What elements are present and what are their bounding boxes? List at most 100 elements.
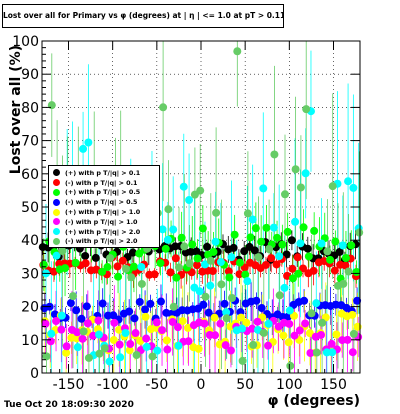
data-point	[208, 266, 217, 275]
data-point	[196, 186, 205, 195]
data-point	[225, 273, 234, 282]
data-point	[116, 353, 125, 362]
data-point	[302, 105, 311, 114]
y-tick-label: 60	[21, 167, 39, 183]
data-point	[146, 299, 155, 308]
legend-item: (-) with p T/|q| > 0.1	[51, 178, 159, 188]
data-point	[180, 242, 189, 251]
data-point	[95, 349, 104, 358]
data-point	[348, 348, 357, 357]
data-point	[178, 317, 187, 326]
data-point	[294, 269, 303, 278]
data-point	[211, 331, 220, 340]
data-point	[229, 243, 238, 252]
data-point	[177, 233, 186, 242]
data-point	[285, 319, 294, 328]
data-point	[94, 316, 103, 325]
data-point	[210, 313, 219, 322]
data-point	[355, 228, 364, 237]
data-point	[293, 253, 302, 262]
data-point	[61, 264, 70, 273]
data-point	[290, 331, 299, 340]
data-point	[221, 341, 230, 350]
data-point	[141, 312, 150, 321]
data-point	[152, 318, 161, 327]
data-point	[169, 225, 178, 234]
data-point	[291, 165, 300, 174]
data-point	[296, 183, 305, 192]
axes: 0 10 20 30 40 50 60 70 80 90 100 -150 -100 -50 0 50 100 1…	[8, 34, 360, 409]
data-point	[241, 270, 250, 279]
data-point	[193, 261, 202, 270]
data-point	[318, 318, 327, 327]
data-point	[275, 252, 284, 261]
y-tick-label: 70	[21, 134, 39, 150]
data-point	[137, 279, 146, 288]
data-point	[332, 330, 341, 339]
x-axis-label: φ (degrees)	[268, 393, 360, 409]
data-point	[238, 324, 247, 333]
data-point	[209, 247, 218, 256]
legend-marker	[53, 218, 60, 226]
data-point	[66, 299, 75, 308]
legend-marker	[53, 198, 60, 206]
data-point	[84, 138, 93, 147]
data-point	[330, 266, 339, 275]
legend-marker	[53, 208, 60, 216]
data-point	[113, 262, 122, 271]
data-point	[125, 307, 134, 316]
data-point	[94, 330, 103, 339]
data-point	[283, 227, 292, 236]
data-point	[303, 244, 312, 253]
data-point	[288, 264, 297, 273]
data-point	[198, 224, 207, 233]
data-point	[251, 224, 260, 233]
data-point	[344, 267, 353, 276]
data-point	[98, 267, 107, 276]
data-point	[304, 252, 313, 261]
data-point	[71, 258, 80, 267]
data-point	[216, 258, 225, 267]
data-point	[115, 340, 124, 349]
data-point	[343, 335, 352, 344]
data-point	[235, 258, 244, 267]
data-point	[173, 323, 182, 332]
data-point	[42, 352, 51, 361]
data-point	[228, 293, 237, 302]
x-tick-label: 0	[197, 377, 206, 393]
data-point	[249, 340, 258, 349]
data-point	[52, 251, 61, 260]
data-point	[288, 274, 297, 283]
data-point	[227, 253, 236, 262]
data-point	[130, 314, 139, 323]
data-point	[275, 291, 284, 300]
data-point	[317, 330, 326, 339]
x-tick-label: 150	[320, 377, 347, 393]
data-point	[344, 177, 353, 186]
data-point	[175, 263, 184, 272]
data-point	[216, 319, 225, 328]
data-point	[204, 308, 213, 317]
x-tick-label: -100	[97, 377, 129, 393]
data-point	[317, 239, 326, 248]
data-point	[233, 47, 242, 56]
data-point	[126, 340, 135, 349]
data-point	[281, 190, 290, 199]
x-tick-label: 50	[236, 377, 254, 393]
data-point	[201, 292, 210, 301]
data-point	[162, 336, 171, 345]
data-point	[353, 296, 362, 305]
data-point	[200, 319, 209, 328]
data-point	[257, 237, 266, 246]
legend-item: (+) with p T/|q| > 0.1	[51, 168, 159, 178]
data-point	[206, 281, 215, 290]
data-point	[137, 262, 146, 271]
data-point	[286, 361, 295, 370]
data-point	[91, 253, 100, 262]
data-point	[220, 299, 229, 308]
data-point	[161, 244, 170, 253]
data-point	[285, 306, 294, 315]
data-point	[261, 260, 270, 269]
data-point	[73, 328, 82, 337]
